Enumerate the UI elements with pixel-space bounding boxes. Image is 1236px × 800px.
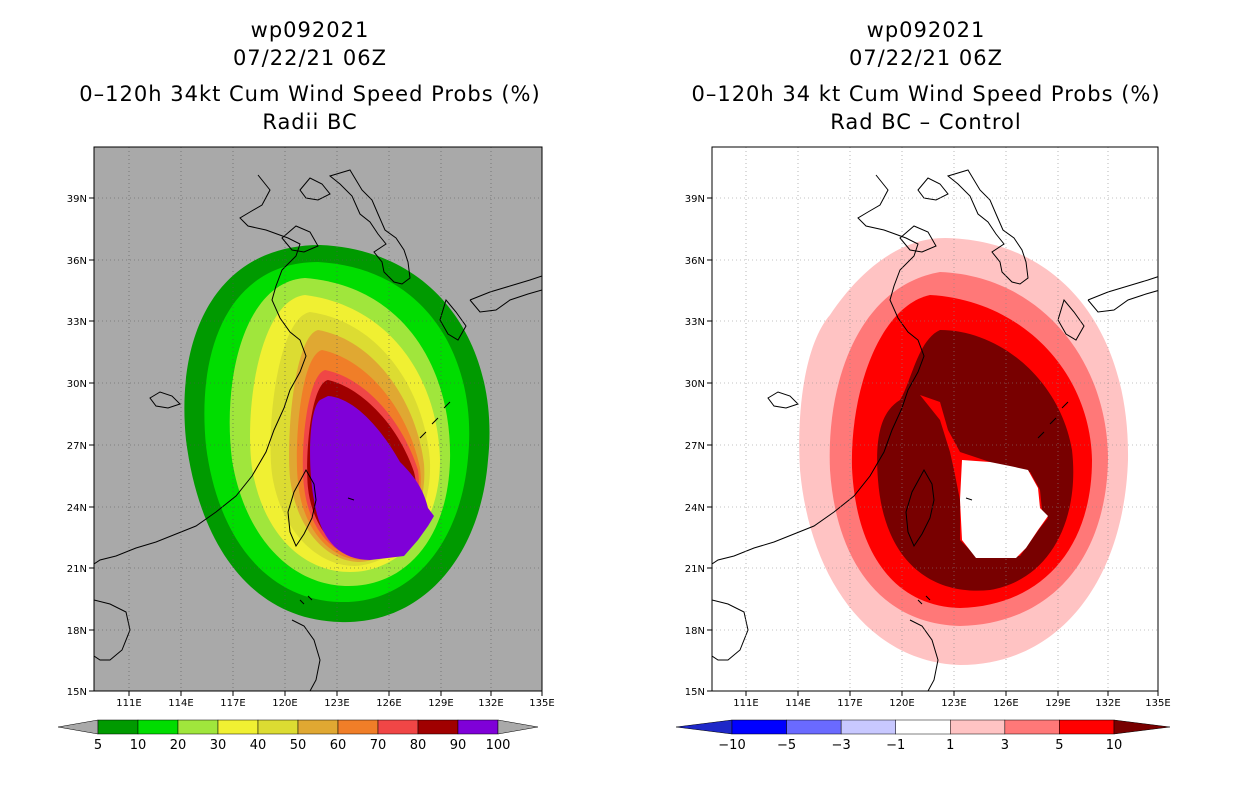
left-cb-box: [97, 719, 139, 735]
left-cb-box: [457, 719, 499, 735]
right-panel-title: wp092021 07/22/21 06Z 0–120h 34 kt Cum W…: [676, 16, 1176, 136]
lon-tick: 120E: [272, 698, 297, 709]
left-cb-label: 20: [170, 738, 187, 753]
left-cb-box: [377, 719, 419, 735]
lon-tick: 132E: [478, 698, 503, 709]
lat-tick: 36N: [685, 256, 705, 267]
lon-tick: 111E: [733, 698, 758, 709]
left-cb-label: 40: [250, 738, 267, 753]
left-cb-label: 80: [410, 738, 427, 753]
right-cb-label: −10: [718, 738, 745, 753]
lat-tick: 18N: [67, 626, 87, 637]
lat-tick: 27N: [685, 441, 705, 452]
lon-tick: 126E: [376, 698, 401, 709]
right-cb-box: [950, 719, 1006, 735]
lon-tick: 129E: [428, 698, 453, 709]
left-cb-box: [177, 719, 219, 735]
product-name: 0–120h 34kt Cum Wind Speed Probs (%): [79, 82, 541, 106]
left-cb-high-arrow: [497, 719, 539, 735]
right-cb-box: [1059, 719, 1115, 735]
lat-tick: 30N: [67, 379, 87, 390]
graticule: [94, 147, 542, 691]
left-cb-low-arrow: [57, 719, 99, 735]
lat-tick: 33N: [67, 317, 87, 328]
forecast-time: 07/22/21 06Z: [232, 46, 388, 70]
lon-tick: 132E: [1095, 698, 1120, 709]
left-cb-label: 50: [290, 738, 307, 753]
lat-tick: 24N: [67, 503, 87, 514]
right-cb-box: [1004, 719, 1060, 735]
left-cb-label: 90: [450, 738, 467, 753]
lat-tick: 33N: [685, 317, 705, 328]
lon-tick: 117E: [837, 698, 862, 709]
lon-tick: 135E: [1145, 698, 1170, 709]
lon-tick: 114E: [168, 698, 193, 709]
lon-tick: 111E: [116, 698, 141, 709]
map-frame: [711, 146, 1159, 692]
left-colorbar: 5 10 20 30 40 50 60 70 80 90 100: [57, 719, 539, 753]
map-frame: [93, 146, 543, 692]
left-cb-label: 10: [130, 738, 147, 753]
lon-tick: 129E: [1045, 698, 1070, 709]
lon-tick: 114E: [785, 698, 810, 709]
right-cb-box: [731, 719, 787, 735]
right-cb-label: 10: [1106, 738, 1123, 753]
lat-tick: 30N: [685, 379, 705, 390]
left-cb-label: 5: [94, 738, 102, 753]
lat-tick: 24N: [685, 503, 705, 514]
lat-tick: 36N: [67, 256, 87, 267]
lon-tick: 123E: [941, 698, 966, 709]
lat-tick: 18N: [685, 626, 705, 637]
lat-tick: 15N: [685, 687, 705, 698]
left-cb-box: [297, 719, 339, 735]
lat-tick: 15N: [67, 687, 87, 698]
right-cb-label: −1: [886, 738, 905, 753]
lon-tick: 135E: [529, 698, 554, 709]
right-cb-label: 5: [1055, 738, 1063, 753]
lon-tick: 123E: [324, 698, 349, 709]
left-cb-box: [137, 719, 179, 735]
right-cb-label: −3: [832, 738, 851, 753]
lat-tick: 21N: [685, 564, 705, 575]
left-cb-label: 70: [370, 738, 387, 753]
lon-tick: 120E: [889, 698, 914, 709]
storm-id: wp092021: [250, 18, 370, 42]
right-cb-low-arrow: [675, 719, 733, 735]
left-cb-label: 60: [330, 738, 347, 753]
right-cb-label: 1: [946, 738, 954, 753]
left-panel-title: wp092021 07/22/21 06Z 0–120h 34kt Cum Wi…: [60, 16, 560, 136]
right-cb-box: [895, 719, 951, 735]
experiment-name: Radii BC: [262, 110, 358, 134]
left-cb-box: [337, 719, 379, 735]
left-cb-box: [417, 719, 459, 735]
right-cb-high-arrow: [1113, 719, 1171, 735]
left-cb-box: [217, 719, 259, 735]
storm-id: wp092021: [866, 18, 986, 42]
right-cb-box: [786, 719, 842, 735]
experiment-name: Rad BC – Control: [830, 110, 1022, 134]
lat-tick: 27N: [67, 441, 87, 452]
lon-tick: 126E: [993, 698, 1018, 709]
graticule: [712, 147, 1158, 691]
left-cb-label: 100: [486, 738, 511, 753]
left-cb-label: 30: [210, 738, 227, 753]
right-cb-label: 3: [1001, 738, 1009, 753]
right-map: 111E 114E 117E 120E 123E 126E 129E 132E …: [685, 146, 1171, 709]
forecast-time: 07/22/21 06Z: [848, 46, 1004, 70]
lat-tick: 39N: [685, 194, 705, 205]
left-map: 111E 114E 117E 120E 123E 126E 129E 132E …: [67, 146, 555, 709]
right-colorbar: −10 −5 −3 −1 1 3 5 10: [675, 719, 1171, 753]
lat-tick: 21N: [67, 564, 87, 575]
product-name: 0–120h 34 kt Cum Wind Speed Probs (%): [691, 82, 1161, 106]
lat-tick: 39N: [67, 194, 87, 205]
left-cb-box: [257, 719, 299, 735]
right-cb-box: [840, 719, 896, 735]
lon-tick: 117E: [220, 698, 245, 709]
right-cb-label: −5: [777, 738, 796, 753]
